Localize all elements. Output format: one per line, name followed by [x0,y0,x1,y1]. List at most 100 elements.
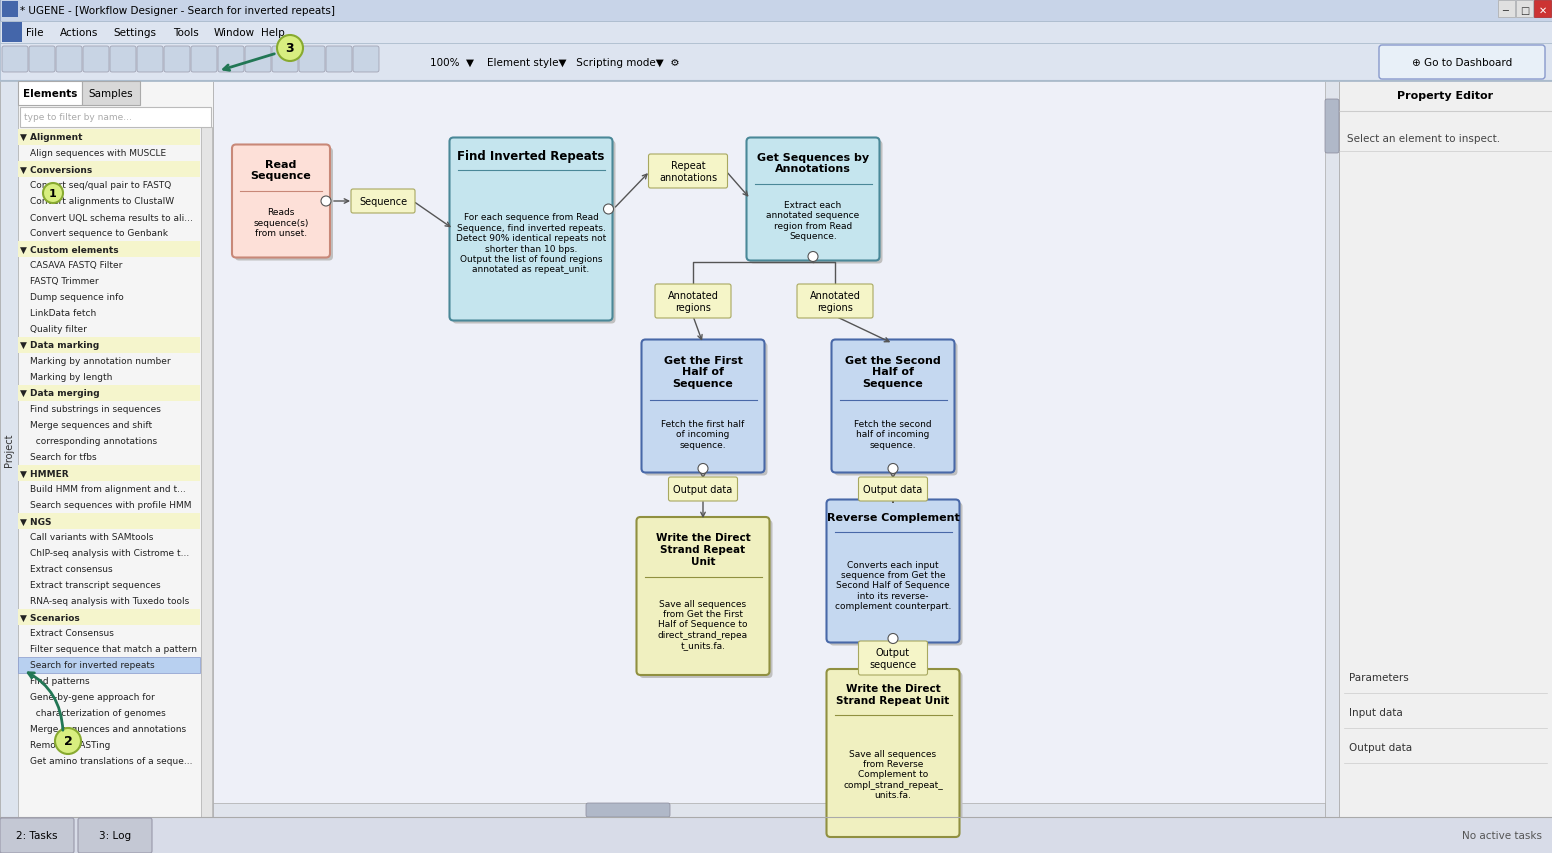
Bar [213,803,1325,817]
Bar [82,82,140,106]
FancyBboxPatch shape [2,47,28,73]
Text: ▼ Data marking: ▼ Data marking [20,341,99,350]
FancyBboxPatch shape [191,47,217,73]
Text: Repeat
annotations: Repeat annotations [660,161,717,183]
Circle shape [888,464,899,474]
Text: Tools: Tools [174,28,199,38]
Text: Input data: Input data [1349,707,1403,717]
Text: Window: Window [214,28,255,38]
Text: Search for inverted repeats: Search for inverted repeats [29,661,155,670]
Text: Reads
sequence(s)
from unset.: Reads sequence(s) from unset. [253,208,309,238]
Text: Output data: Output data [674,485,733,495]
Text: Build HMM from alignment and t...: Build HMM from alignment and t... [29,485,186,494]
Bar [1339,82,1552,817]
Text: Sequence: Sequence [359,197,407,206]
Text: Search sequences with profile HMM: Search sequences with profile HMM [29,501,191,510]
Bar [213,82,1339,817]
Text: type to filter by name...: type to filter by name... [23,113,132,122]
Text: Fetch the second
half of incoming
sequence.: Fetch the second half of incoming sequen… [854,420,931,450]
FancyBboxPatch shape [110,47,137,73]
Text: * UGENE - [Workflow Designer - Search for inverted repeats]: * UGENE - [Workflow Designer - Search fo… [20,6,335,16]
Text: ⊕ Go to Dashboard: ⊕ Go to Dashboard [1412,58,1512,68]
FancyBboxPatch shape [835,343,958,476]
Bar [1325,82,1339,817]
Bar [19,657,200,673]
Text: Help: Help [261,28,284,38]
Text: Find substrings in sequences: Find substrings in sequences [29,405,161,414]
Text: Converts each input
sequence from Get the
Second Half of Sequence
into its rever: Converts each input sequence from Get th… [835,560,951,611]
Text: Output data: Output data [863,485,922,495]
Bar [19,466,200,481]
Text: □: □ [1521,6,1530,16]
Text: Property Editor: Property Editor [1397,91,1493,101]
Text: Write the Direct
Strand Repeat Unit: Write the Direct Strand Repeat Unit [837,683,950,705]
Text: Read
Sequence: Read Sequence [250,160,312,181]
Text: Select an element to inspect.: Select an element to inspect. [1347,134,1501,144]
Text: Extract Consensus: Extract Consensus [29,629,113,638]
Bar [1533,1,1550,18]
FancyBboxPatch shape [1380,46,1544,80]
Text: Convert sequence to Genbank: Convert sequence to Genbank [29,229,168,238]
Text: Dump sequence info: Dump sequence info [29,293,124,302]
Text: Filter sequence that match a pattern: Filter sequence that match a pattern [29,645,197,653]
Text: Merge sequences and shift: Merge sequences and shift [29,421,152,430]
Text: ✕: ✕ [1540,6,1547,16]
Text: Extract transcript sequences: Extract transcript sequences [29,581,160,589]
FancyBboxPatch shape [750,142,883,264]
Text: Annotated
regions: Annotated regions [810,291,860,312]
FancyBboxPatch shape [56,47,82,73]
FancyBboxPatch shape [832,340,954,473]
Text: Samples: Samples [88,89,133,99]
Text: 3: Log: 3: Log [99,830,130,840]
Bar [2,2,19,18]
FancyBboxPatch shape [636,518,770,676]
FancyBboxPatch shape [82,47,109,73]
Text: FASTQ Trimmer: FASTQ Trimmer [29,277,99,286]
Text: Get amino translations of a seque...: Get amino translations of a seque... [29,757,192,766]
Bar [0,817,1552,853]
Circle shape [888,634,899,644]
FancyBboxPatch shape [453,142,616,324]
FancyBboxPatch shape [272,47,298,73]
FancyBboxPatch shape [829,672,962,840]
Text: Save all sequences
from Reverse
Complement to
compl_strand_repeat_
units.fa.: Save all sequences from Reverse Compleme… [843,749,944,799]
Text: Convert alignments to ClustalW: Convert alignments to ClustalW [29,197,174,206]
FancyBboxPatch shape [798,285,872,319]
Text: CASAVA FASTQ Filter: CASAVA FASTQ Filter [29,261,123,270]
Text: Get the Second
Half of
Sequence: Get the Second Half of Sequence [846,356,941,389]
Bar [1516,1,1533,18]
Text: Get Sequences by
Annotations: Get Sequences by Annotations [757,153,869,174]
FancyBboxPatch shape [1325,100,1339,154]
Bar [0,82,19,817]
Bar [0,0,1552,22]
Text: Quality filter: Quality filter [29,325,87,334]
FancyBboxPatch shape [245,47,272,73]
Text: 3: 3 [286,43,295,55]
Text: For each sequence from Read
Sequence, find inverted repeats.
Detect 90% identica: For each sequence from Read Sequence, fi… [456,213,607,274]
FancyBboxPatch shape [231,145,331,258]
Text: Fetch the first half
of incoming
sequence.: Fetch the first half of incoming sequenc… [661,420,745,450]
Text: Elements: Elements [23,89,78,99]
FancyBboxPatch shape [352,47,379,73]
Text: Extract each
annotated sequence
region from Read
Sequence.: Extract each annotated sequence region f… [767,200,860,241]
FancyBboxPatch shape [165,47,189,73]
FancyBboxPatch shape [300,47,324,73]
Text: Save all sequences
from Get the First
Half of Sequence to
direct_strand_repea
t_: Save all sequences from Get the First Ha… [658,599,748,649]
Bar [19,386,200,402]
Text: Convert UQL schema results to ali...: Convert UQL schema results to ali... [29,213,192,223]
Text: ▼ Data merging: ▼ Data merging [20,389,99,398]
Text: Annotated
regions: Annotated regions [667,291,719,312]
FancyBboxPatch shape [351,189,414,214]
Text: Align sequences with MUSCLE: Align sequences with MUSCLE [29,149,166,159]
Text: ChIP-seq analysis with Cistrome t...: ChIP-seq analysis with Cistrome t... [29,548,189,558]
FancyBboxPatch shape [649,154,728,189]
FancyBboxPatch shape [747,138,880,261]
Text: Marking by annotation number: Marking by annotation number [29,357,171,366]
Text: ▼ Custom elements: ▼ Custom elements [20,245,118,254]
Text: LinkData fetch: LinkData fetch [29,309,96,318]
Bar [20,107,211,128]
Bar [0,22,1552,44]
Circle shape [809,252,818,262]
FancyBboxPatch shape [827,670,959,837]
Text: Output
sequence: Output sequence [869,647,917,669]
